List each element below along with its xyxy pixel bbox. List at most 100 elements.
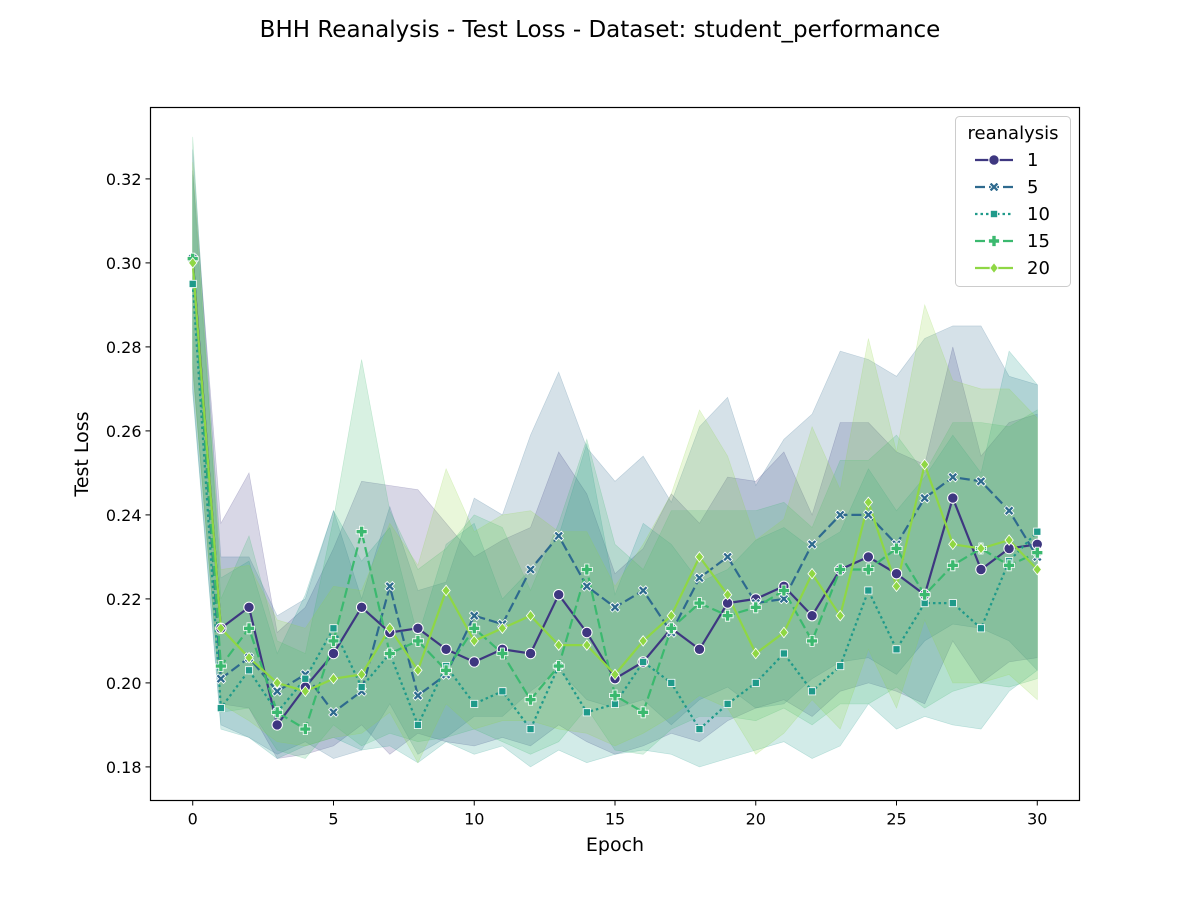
data-point-series-20 — [976, 542, 986, 555]
data-point-series-5 — [806, 538, 818, 550]
x-tick-label: 15 — [605, 810, 625, 829]
legend-label-1: 1 — [1027, 150, 1038, 171]
y-tick-label: 0.22 — [106, 590, 142, 609]
data-point-series-10 — [808, 687, 817, 696]
data-point-series-20 — [525, 609, 536, 622]
data-point-series-15 — [1003, 559, 1016, 572]
x-tick-label: 25 — [886, 810, 906, 829]
series-markers — [186, 252, 1044, 735]
legend-marker-15 — [988, 235, 1000, 247]
data-point-series-15 — [412, 635, 424, 647]
legend-label-20: 20 — [1027, 258, 1050, 279]
data-point-series-5 — [834, 509, 846, 521]
data-point-series-15 — [693, 597, 706, 609]
data-point-series-5 — [581, 580, 593, 592]
data-point-series-15 — [665, 622, 678, 635]
data-point-series-15 — [496, 647, 509, 660]
legend-label-15: 15 — [1027, 231, 1050, 252]
data-point-series-1 — [440, 643, 452, 655]
data-point-series-20 — [413, 664, 423, 677]
data-point-series-15 — [834, 563, 847, 576]
data-point-series-5 — [609, 601, 621, 613]
data-point-series-10 — [892, 645, 901, 654]
data-point-series-15 — [946, 559, 959, 572]
data-point-series-20 — [891, 580, 902, 593]
data-point-series-20 — [356, 668, 367, 681]
data-point-series-20 — [1032, 563, 1042, 576]
data-point-series-20 — [272, 677, 282, 689]
data-point-series-20 — [300, 685, 311, 698]
data-point-series-15 — [243, 622, 255, 635]
data-point-series-15 — [862, 563, 875, 576]
data-point-series-20 — [638, 635, 648, 647]
legend-marker-5 — [988, 181, 1000, 193]
data-point-series-15 — [440, 664, 452, 677]
data-point-series-10 — [245, 666, 254, 675]
data-point-series-10 — [582, 708, 591, 717]
y-tick-label: 0.30 — [106, 254, 142, 273]
data-point-series-20 — [779, 626, 789, 639]
legend-label-5: 5 — [1027, 177, 1038, 198]
data-point-series-1 — [693, 643, 706, 655]
data-point-series-15 — [890, 542, 903, 555]
data-point-series-15 — [806, 635, 818, 647]
data-point-series-20 — [751, 647, 761, 660]
data-point-series-15 — [552, 660, 565, 672]
data-point-series-1 — [412, 622, 424, 634]
data-point-series-15 — [271, 706, 284, 719]
data-point-series-5 — [553, 530, 565, 542]
data-point-series-1 — [862, 551, 875, 563]
y-tick-label: 0.18 — [106, 758, 142, 777]
data-point-series-1 — [355, 601, 368, 613]
data-point-series-10 — [836, 662, 845, 671]
data-point-series-10 — [526, 725, 535, 734]
data-point-series-5 — [468, 610, 480, 622]
data-point-series-10 — [216, 704, 225, 713]
confidence-band-series-10 — [192, 174, 1038, 768]
x-tick-label: 10 — [464, 810, 484, 829]
data-point-series-5 — [919, 492, 931, 504]
data-point-series-20 — [497, 622, 508, 635]
data-point-series-15 — [355, 525, 368, 538]
x-tick-label: 0 — [188, 810, 198, 829]
data-point-series-20 — [722, 588, 733, 601]
data-point-series-10 — [498, 687, 507, 696]
data-point-series-5 — [694, 572, 705, 584]
data-point-series-5 — [271, 685, 283, 697]
data-point-series-15 — [637, 706, 650, 719]
data-point-series-15 — [609, 689, 621, 702]
data-point-series-1 — [552, 589, 565, 601]
data-point-series-15 — [1031, 546, 1044, 559]
data-point-series-1 — [947, 492, 959, 504]
y-tick-label: 0.20 — [106, 674, 142, 693]
legend-label-10: 10 — [1027, 204, 1050, 225]
data-point-series-10 — [667, 678, 676, 687]
data-point-series-20 — [188, 257, 198, 269]
data-point-series-10 — [948, 599, 957, 608]
data-point-series-1 — [468, 656, 480, 668]
data-point-series-10 — [470, 699, 479, 708]
data-point-series-20 — [666, 609, 676, 622]
y-axis-ticks: 0.18 0.20 0.22 0.24 0.26 0.28 0.30 0.32 — [106, 170, 151, 777]
data-point-series-1 — [581, 626, 593, 639]
data-point-series-10 — [639, 657, 648, 666]
data-point-series-20 — [948, 538, 958, 551]
data-point-series-5 — [722, 551, 733, 563]
data-point-series-15 — [918, 588, 931, 601]
data-point-series-10 — [695, 725, 704, 734]
data-point-series-20 — [835, 609, 845, 622]
data-point-series-10 — [723, 699, 732, 708]
data-point-series-1 — [271, 719, 283, 731]
data-point-series-10 — [864, 586, 873, 595]
y-tick-label: 0.26 — [106, 422, 142, 441]
data-point-series-5 — [1003, 505, 1015, 517]
data-point-series-1 — [243, 601, 255, 613]
data-point-series-1 — [890, 568, 903, 580]
data-point-series-10 — [357, 683, 366, 692]
data-point-series-20 — [385, 622, 395, 635]
data-point-series-10 — [413, 720, 422, 729]
data-point-series-15 — [721, 609, 734, 622]
legend-marker-1 — [988, 154, 1000, 166]
data-point-series-10 — [751, 678, 760, 687]
